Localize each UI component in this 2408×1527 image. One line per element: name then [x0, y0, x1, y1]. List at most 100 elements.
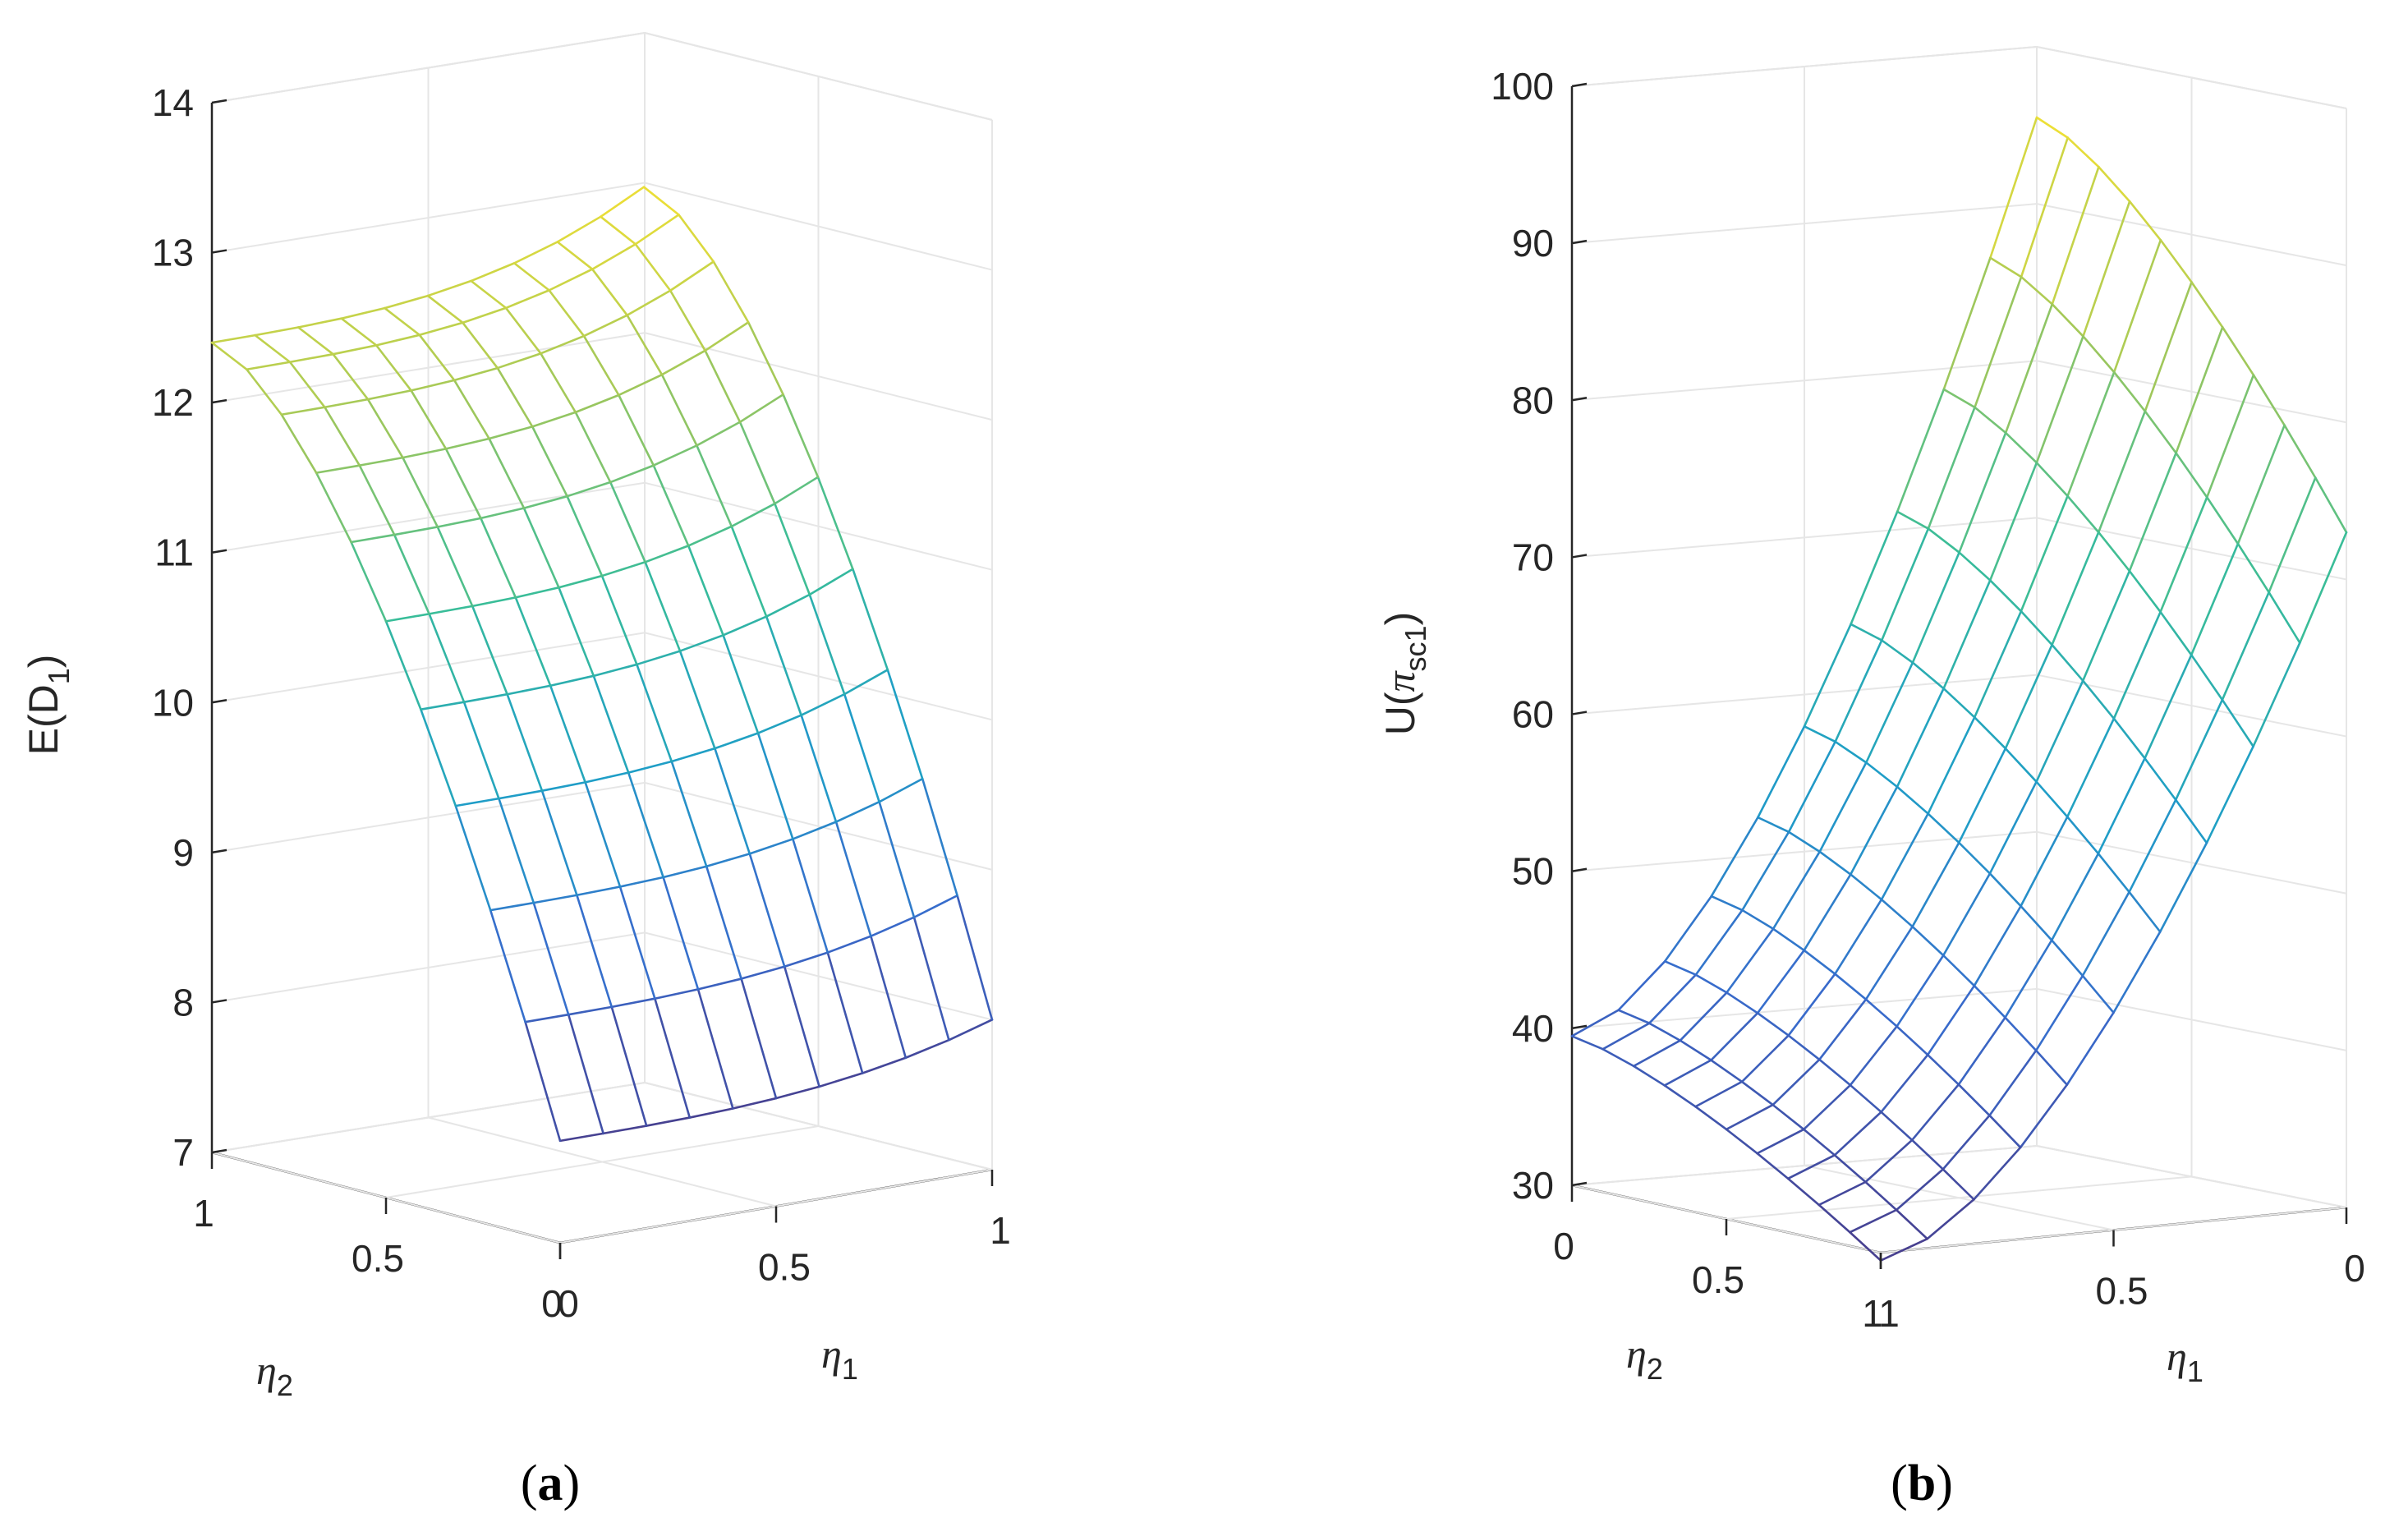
mesh-line	[782, 393, 820, 479]
mesh-line	[644, 560, 682, 652]
mesh-line	[1973, 904, 2022, 987]
mesh-line	[506, 684, 552, 696]
mesh-line	[462, 692, 508, 703]
mesh-line	[2299, 531, 2348, 644]
mesh-line	[636, 663, 673, 763]
mesh-line	[704, 321, 750, 352]
mesh-line	[1989, 256, 2023, 278]
mesh-line	[1942, 579, 1992, 690]
mesh-line	[1787, 740, 1836, 834]
mesh-line	[280, 406, 326, 416]
z-tick-mark	[1571, 867, 1588, 872]
mesh-line	[642, 186, 680, 216]
mesh-line	[2159, 238, 2193, 283]
mesh-line	[1942, 388, 1976, 409]
mesh-line	[1973, 1146, 2022, 1201]
mesh-line	[2097, 410, 2147, 534]
mesh-line	[1741, 908, 1775, 931]
mesh-line	[428, 605, 474, 615]
mesh-line	[567, 1005, 613, 1016]
mesh-line	[1989, 116, 2038, 260]
mesh-line	[1942, 1114, 1991, 1171]
mesh-line	[618, 876, 664, 888]
mesh-line	[540, 334, 586, 355]
mesh-line	[774, 502, 811, 596]
wall-grid-line	[1571, 1144, 2347, 1208]
mesh-line	[1974, 275, 2023, 409]
mesh-line	[1988, 1114, 2022, 1149]
mesh-line	[454, 797, 500, 807]
mesh-line	[512, 241, 559, 264]
mesh-line	[843, 692, 880, 803]
mesh-line	[669, 289, 706, 352]
mesh-line	[1772, 1103, 1805, 1131]
mesh-line	[2268, 476, 2317, 594]
mesh-line	[384, 613, 430, 623]
y-tick-label: 0.5	[1692, 1258, 1744, 1301]
mesh-line	[1988, 780, 2038, 875]
mesh-line	[792, 821, 838, 840]
mesh-line	[531, 425, 568, 498]
mesh-line	[1942, 687, 1976, 719]
mesh-line	[1787, 1034, 1821, 1061]
mesh-line	[722, 615, 768, 637]
mesh-line	[2205, 374, 2255, 499]
z-tick-mark	[1571, 239, 1588, 245]
y-tick-label: 1	[193, 1192, 214, 1235]
mesh-line	[402, 448, 448, 459]
mesh-line	[1726, 927, 1775, 994]
x-tick-label: 0.5	[758, 1246, 811, 1289]
mesh-line	[618, 393, 655, 467]
mesh-line	[712, 260, 750, 324]
mesh-line	[600, 574, 638, 666]
floor-grid-line	[1804, 1165, 2114, 1231]
mesh-line	[1957, 841, 1992, 875]
mesh-line	[2097, 852, 2130, 894]
mesh-line	[843, 669, 889, 696]
mesh-line	[2128, 569, 2162, 614]
axes-box	[210, 32, 993, 1244]
mesh-line	[246, 368, 283, 416]
z-tick-label: 80	[1512, 379, 1554, 421]
mesh-line	[1957, 1083, 1991, 1117]
mesh-line	[418, 321, 464, 337]
z-tick-label: 60	[1512, 693, 1554, 736]
mesh-line	[556, 241, 594, 270]
mesh-line	[1787, 973, 1836, 1037]
mesh-line	[1740, 1080, 1774, 1106]
mesh-line	[2051, 302, 2084, 338]
mesh-line	[436, 517, 482, 528]
mesh-line	[696, 988, 734, 1110]
z-tick-label: 14	[152, 81, 194, 124]
z-tick-label: 13	[152, 232, 194, 274]
mesh-line	[512, 262, 550, 292]
z-tick-mark	[1571, 554, 1588, 559]
mesh-line	[870, 935, 908, 1060]
mesh-line	[662, 865, 708, 879]
mesh-line	[1834, 973, 1868, 1000]
mesh-line	[705, 865, 742, 980]
mesh-line	[2236, 424, 2286, 545]
mesh-line	[532, 894, 578, 904]
mesh-line	[792, 838, 829, 954]
mesh-line	[1942, 1168, 1975, 1201]
mesh-line	[524, 1013, 570, 1023]
mesh-line	[1647, 1022, 1682, 1042]
mesh-line	[627, 771, 664, 879]
mesh-line	[1647, 973, 1698, 1025]
mesh-line	[2205, 745, 2254, 844]
mesh-line	[1849, 1025, 1898, 1087]
mesh-line	[420, 708, 457, 807]
mesh-line	[576, 885, 622, 897]
mesh-line	[921, 777, 958, 897]
mesh-line	[1942, 872, 1992, 957]
mesh-line	[1710, 1059, 1744, 1083]
mesh-line	[1802, 1128, 1836, 1157]
mesh-line	[1632, 1065, 1666, 1087]
mesh-line	[2020, 904, 2053, 941]
mesh-line	[722, 633, 760, 734]
mesh-line	[636, 650, 682, 666]
mesh-line	[1911, 925, 1945, 957]
mesh-line	[462, 306, 508, 324]
